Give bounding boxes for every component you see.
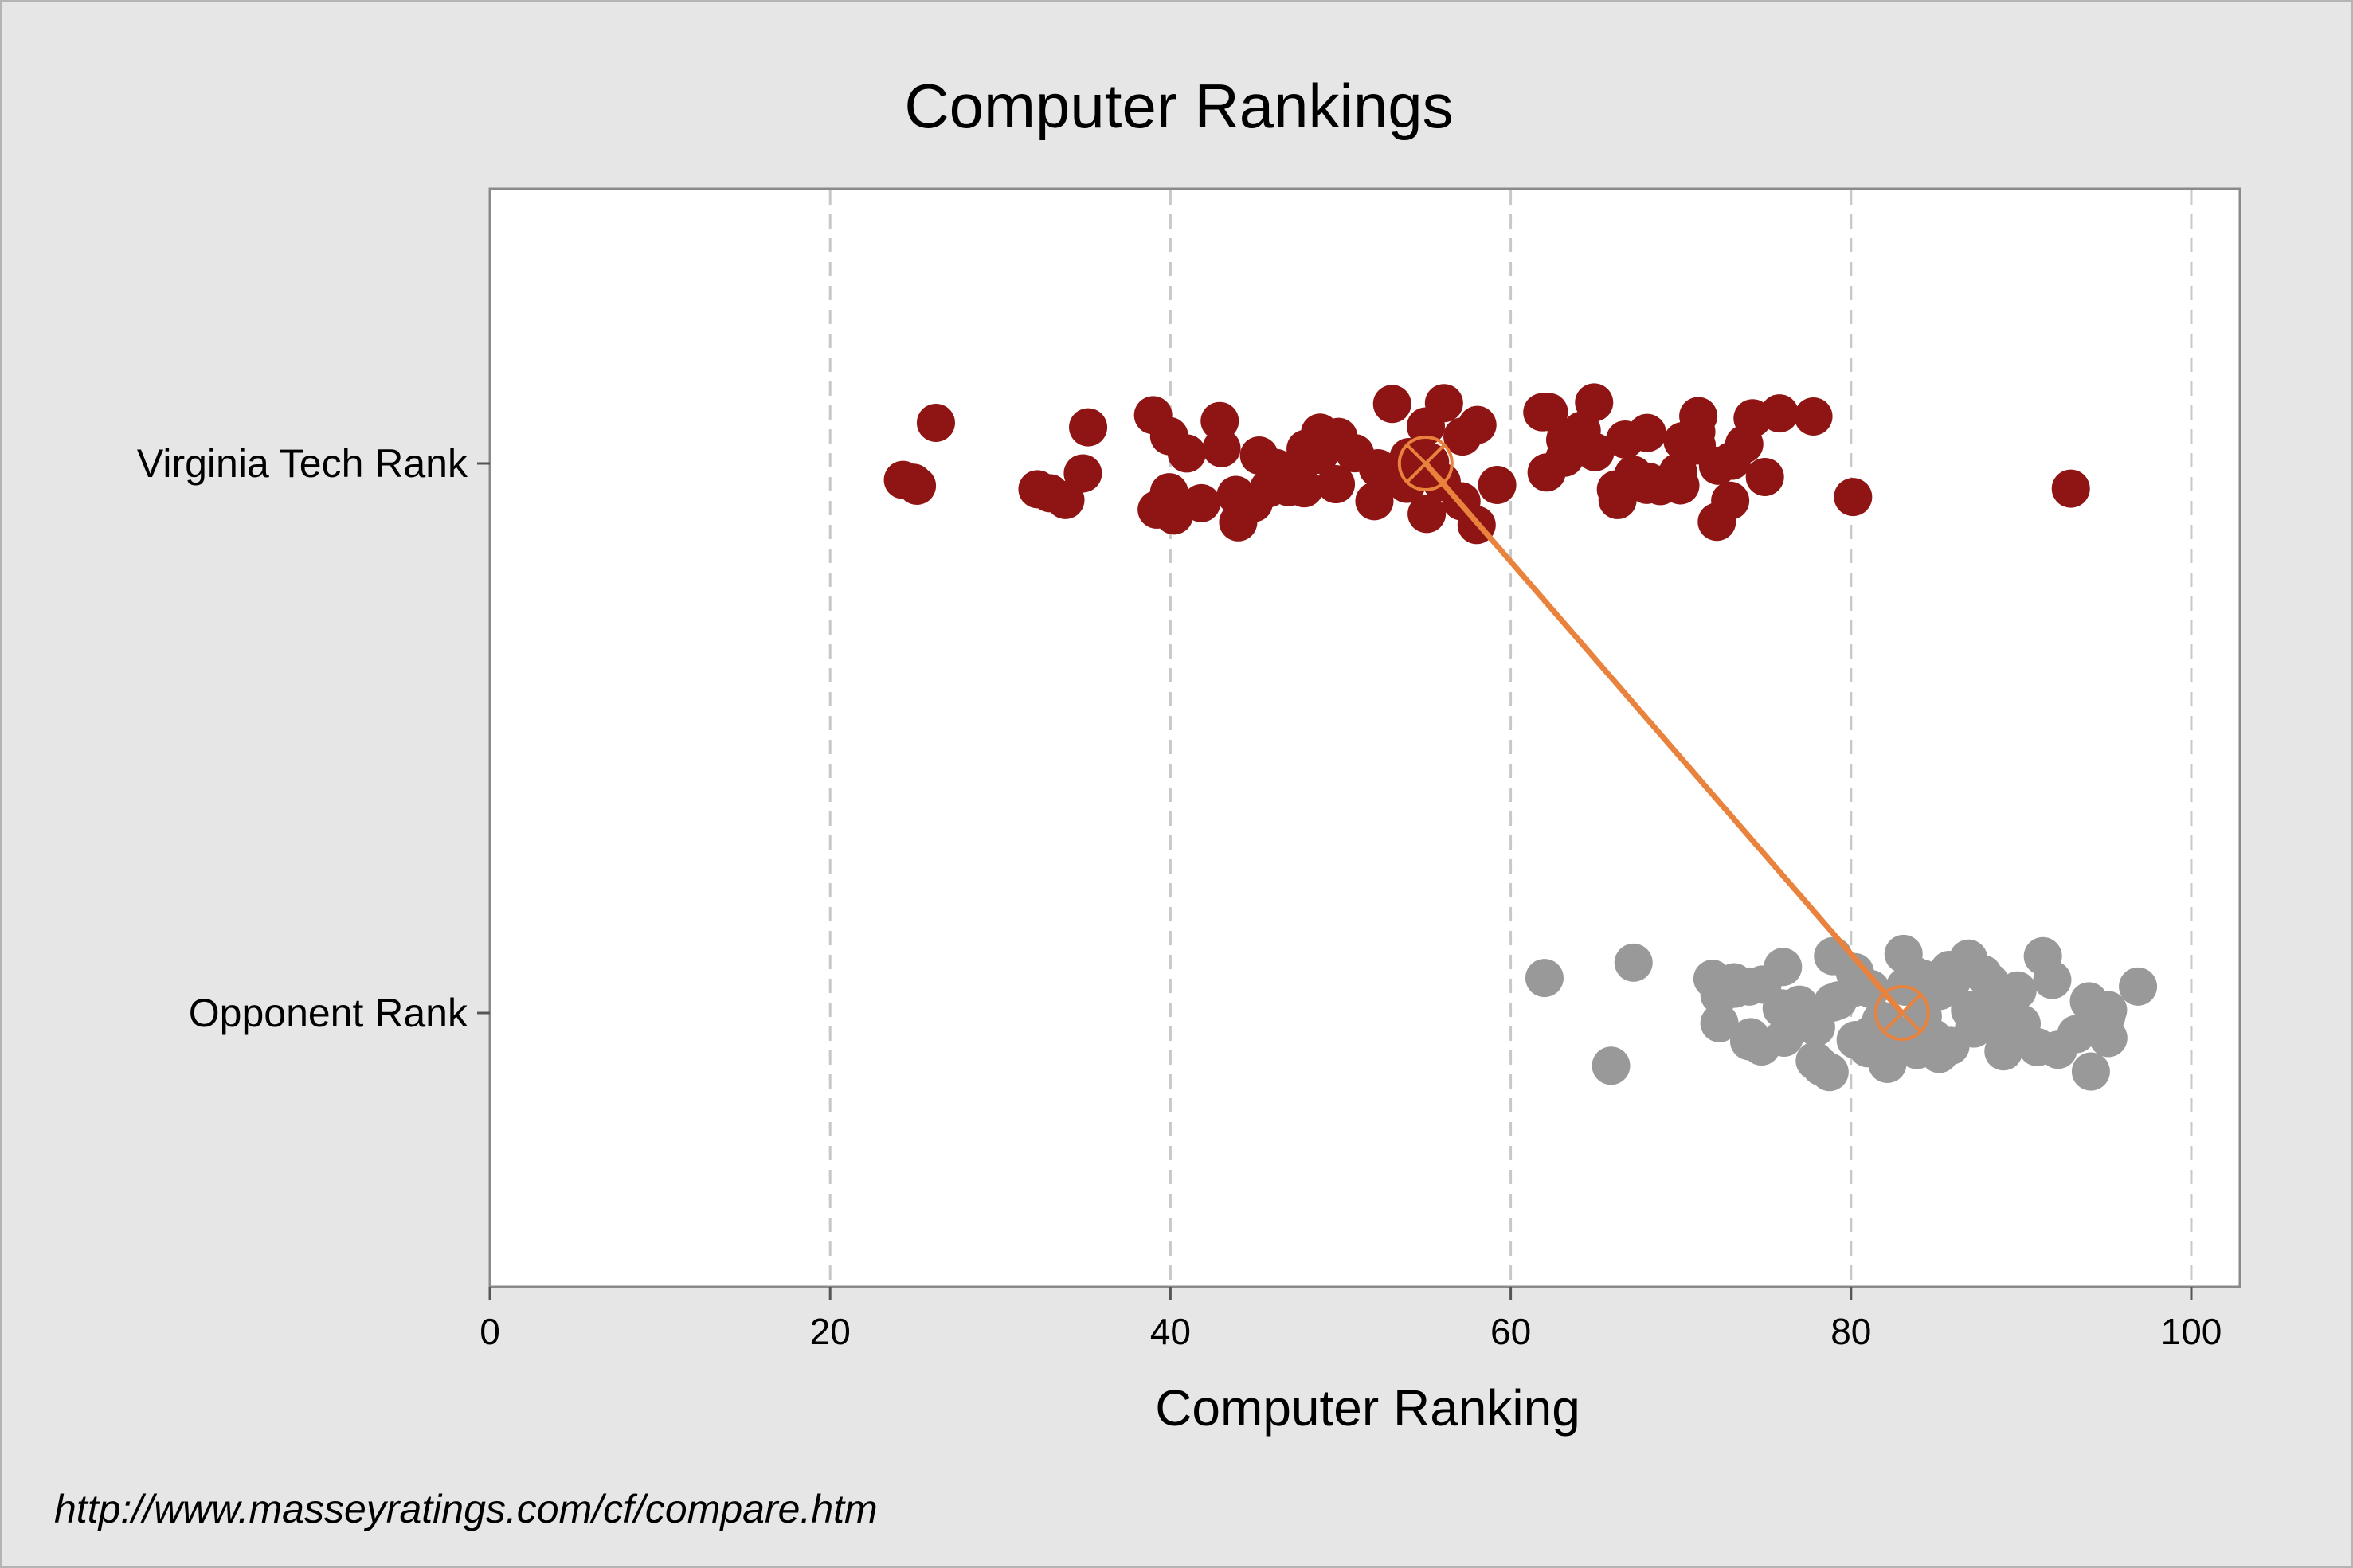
data-points [883, 383, 2158, 1092]
data-point [1525, 959, 1564, 998]
x-tick-label: 0 [480, 1311, 500, 1352]
source-url: http://www.masseyratings.com/cf/compare.… [54, 1487, 878, 1531]
x-tick-label: 20 [810, 1311, 851, 1352]
data-point [1285, 469, 1324, 508]
mean-connector [1397, 436, 1930, 1041]
data-point [1200, 401, 1239, 440]
mean-marker-cross [1882, 993, 1922, 1033]
data-point [1679, 397, 1718, 436]
data-point [916, 403, 955, 442]
data-point [1745, 457, 1784, 496]
x-axis: 0 20 40 60 80 100 [480, 1287, 2222, 1352]
x-axis-title: Computer Ranking [1155, 1379, 1580, 1437]
data-point [1725, 424, 1764, 463]
data-point [1998, 971, 2037, 1010]
x-tick-label: 60 [1490, 1311, 1531, 1352]
data-point [1834, 478, 1873, 517]
data-point [898, 466, 937, 505]
data-point [1862, 1001, 1901, 1040]
data-point [1182, 483, 1221, 522]
y-category-label: Virginia Tech Rank [137, 441, 468, 486]
grid-lines [828, 190, 2193, 1285]
data-point [1764, 948, 1803, 987]
plot-area [488, 187, 2241, 1288]
data-point [2071, 1052, 2110, 1091]
x-tick-label: 80 [1830, 1311, 1871, 1352]
data-point [1614, 943, 1653, 982]
data-point [1424, 384, 1463, 423]
data-point [1592, 1046, 1631, 1085]
x-tick-label: 100 [2161, 1311, 2222, 1352]
x-tick-label: 40 [1150, 1311, 1191, 1352]
data-point [1063, 454, 1102, 493]
data-point [1317, 465, 1356, 504]
data-point [1458, 405, 1497, 444]
data-point [1167, 434, 1206, 473]
data-point [1661, 466, 1700, 505]
mean-marker-circle [1397, 436, 1454, 491]
mean-marker-cross [1406, 444, 1446, 483]
data-point [1810, 1053, 1849, 1092]
data-point [1407, 495, 1447, 534]
mean-line [1423, 461, 1905, 1015]
data-point [1794, 397, 1833, 436]
data-point [1575, 383, 1614, 422]
data-point [2057, 1015, 2096, 1054]
data-point [2089, 1019, 2128, 1058]
data-point [2119, 967, 2158, 1006]
data-point [1202, 428, 1241, 467]
data-point [1711, 481, 1750, 520]
mean-marker-circle [1873, 985, 1930, 1041]
data-point [1069, 408, 1108, 447]
data-point [1700, 1003, 1739, 1042]
y-category-label: Opponent Rank [189, 991, 468, 1035]
chart-title: Computer Rankings [904, 71, 1453, 141]
data-point [1372, 385, 1411, 424]
data-point [2051, 469, 2090, 508]
data-point [1478, 465, 1517, 504]
data-point [1576, 432, 1615, 471]
mean-marker-opponent [1873, 985, 1930, 1041]
mean-marker-virginia-tech [1397, 436, 1454, 491]
y-axis: Virginia Tech Rank Opponent Rank [137, 441, 490, 1035]
data-point [2033, 960, 2072, 999]
data-point [1523, 393, 1562, 432]
data-point [1627, 413, 1666, 452]
data-point [1760, 394, 1799, 433]
